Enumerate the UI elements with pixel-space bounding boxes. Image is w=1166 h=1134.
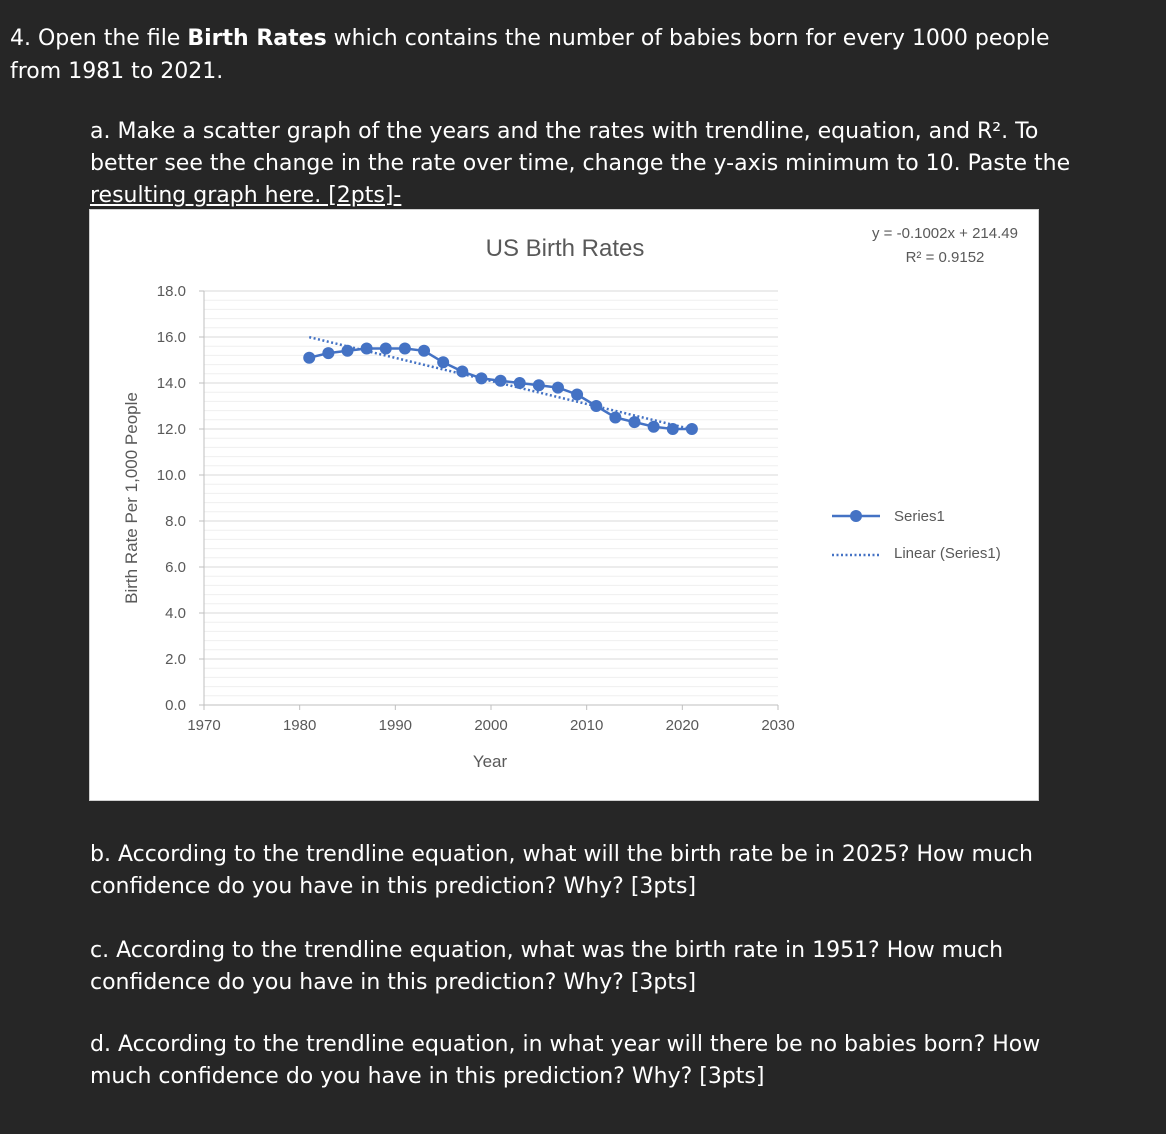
x-tick-label: 1990 bbox=[379, 717, 412, 734]
legend-series-marker bbox=[850, 510, 862, 522]
x-tick-label: 2020 bbox=[666, 717, 699, 734]
data-point bbox=[647, 420, 660, 433]
x-tick-label: 1980 bbox=[283, 717, 316, 734]
part-d-line-2: much confidence do you have in this pred… bbox=[90, 1064, 765, 1089]
data-point bbox=[532, 379, 545, 392]
question-heading-line-2: from 1981 to 2021. bbox=[10, 59, 224, 84]
x-axis-title: Year bbox=[473, 752, 508, 771]
data-point bbox=[360, 342, 373, 355]
data-point bbox=[456, 365, 469, 378]
x-tick-label: 2000 bbox=[474, 717, 507, 734]
question-file-name: Birth Rates bbox=[187, 26, 327, 51]
data-point bbox=[685, 423, 698, 435]
y-tick-label: 10.0 bbox=[157, 467, 186, 484]
y-tick-label: 18.0 bbox=[157, 283, 186, 300]
data-point bbox=[494, 374, 507, 387]
x-tick-label: 2030 bbox=[761, 717, 794, 734]
trendline-equation: y = -0.1002x + 214.49 bbox=[872, 225, 1018, 242]
part-b-line-1: b. According to the trendline equation, … bbox=[90, 842, 1033, 867]
data-point bbox=[418, 344, 431, 357]
birth-rate-chart: 0.0 2.0 4.0 6.0 8.0 10.0 12.0 14.0 16.0 18.0 1970 1… bbox=[89, 209, 1039, 801]
data-point bbox=[437, 356, 450, 369]
legend-series-label: Series1 bbox=[894, 508, 945, 525]
x-tick-label: 2010 bbox=[570, 717, 603, 734]
data-point bbox=[398, 342, 411, 355]
part-a-line-3: resulting graph here. [2pts]- bbox=[90, 183, 402, 208]
y-axis-title: Birth Rate Per 1,000 People bbox=[122, 392, 141, 604]
chart-canvas: 0.0 2.0 4.0 6.0 8.0 10.0 12.0 14.0 16.0 18.0 1970 1… bbox=[122, 225, 1018, 771]
data-point bbox=[666, 423, 679, 435]
y-tick-label: 4.0 bbox=[165, 605, 186, 622]
data-point bbox=[513, 377, 526, 389]
part-b-line-2: confidence do you have in this predictio… bbox=[90, 874, 697, 899]
data-point bbox=[475, 372, 488, 385]
y-tick-label: 12.0 bbox=[157, 421, 186, 438]
data-point bbox=[590, 400, 603, 412]
data-point bbox=[322, 347, 335, 360]
y-tick-label: 6.0 bbox=[165, 559, 186, 576]
data-point bbox=[303, 351, 316, 364]
part-d-line-1: d. According to the trendline equation, … bbox=[90, 1032, 1041, 1057]
part-c-line-2: confidence do you have in this predictio… bbox=[90, 970, 697, 995]
trendline-r-squared: R² = 0.9152 bbox=[906, 249, 985, 266]
part-a-line-1: a. Make a scatter graph of the years and… bbox=[90, 119, 1039, 144]
x-tick-label: 1970 bbox=[187, 717, 220, 734]
data-point bbox=[571, 388, 584, 401]
data-point bbox=[551, 381, 564, 394]
data-point bbox=[628, 416, 641, 429]
question-heading-prefix: 4. Open the file bbox=[10, 26, 188, 51]
data-point bbox=[341, 344, 354, 357]
question-heading-line-1: 4. Open the file Birth Rates which conta… bbox=[10, 22, 1050, 55]
part-a-line-2: better see the change in the rate over t… bbox=[90, 151, 1071, 176]
y-tick-label: 14.0 bbox=[157, 375, 186, 392]
y-tick-label: 0.0 bbox=[165, 697, 186, 714]
chart-title: US Birth Rates bbox=[486, 235, 645, 262]
y-tick-label: 8.0 bbox=[165, 513, 186, 530]
part-c-line-1: c. According to the trendline equation, … bbox=[90, 938, 1004, 963]
data-point bbox=[379, 342, 392, 355]
y-tick-label: 2.0 bbox=[165, 651, 186, 668]
legend-trendline-label: Linear (Series1) bbox=[894, 545, 1001, 562]
y-tick-label: 16.0 bbox=[157, 329, 186, 346]
question-heading-suffix: which contains the number of babies born… bbox=[326, 26, 1050, 51]
data-point bbox=[609, 411, 622, 424]
